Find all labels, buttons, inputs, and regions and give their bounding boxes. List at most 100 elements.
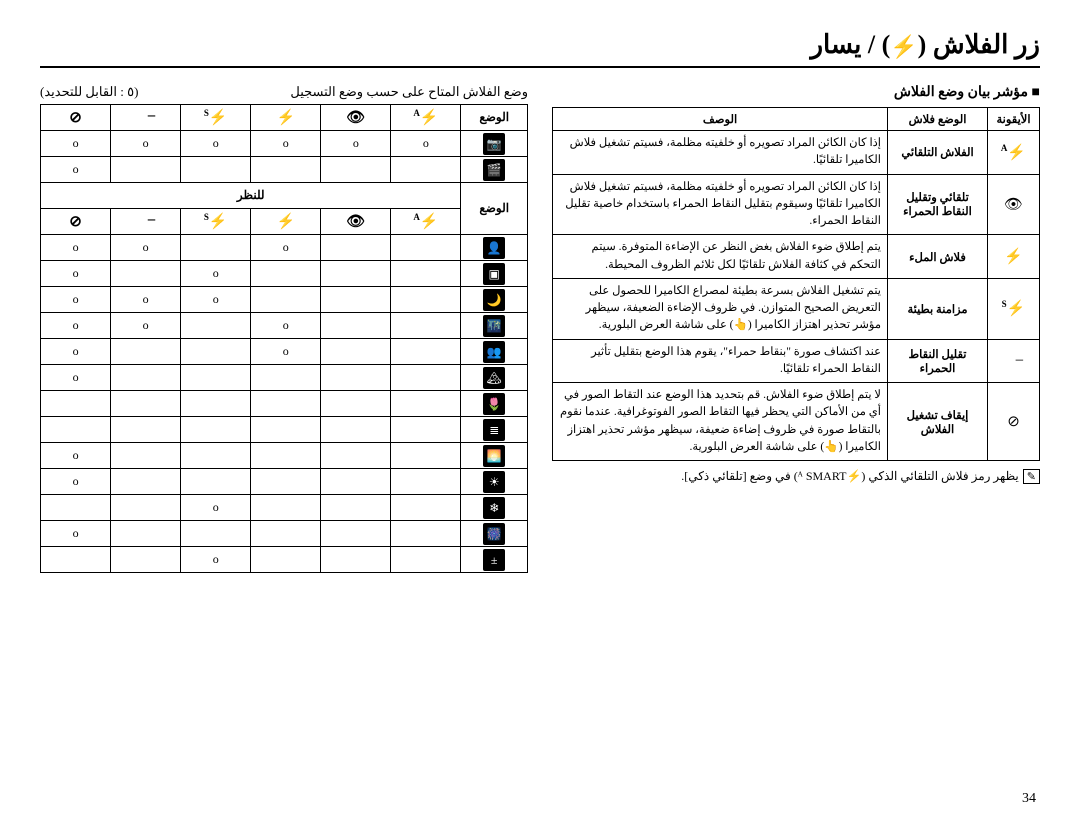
eye-slash-icon: 👁̶ — [1008, 353, 1020, 369]
avail-cell — [111, 495, 181, 521]
avail-cell — [391, 339, 461, 365]
mode-icon-cell: 👥 — [461, 339, 528, 365]
row-mode: تقليل النقاط الحمراء — [888, 339, 988, 383]
closeup-mode-icon: 🌷 — [483, 393, 505, 415]
avail-cell — [181, 469, 251, 495]
row-desc: يتم إطلاق ضوء الفلاش بغض النظر عن الإضاء… — [553, 235, 888, 279]
avail-header-row: الوضع⚡A👁⚡⚡S👁̶⊘ — [41, 105, 528, 131]
flash-a-icon: ⚡A — [413, 110, 438, 126]
avail-cell — [391, 495, 461, 521]
row-desc: عند اكتشاف صورة "بنقاط حمراء"، يقوم هذا … — [553, 339, 888, 383]
th-icon: الأيقونة — [988, 108, 1040, 131]
avail-cell — [251, 469, 321, 495]
available-mark: o — [213, 136, 219, 150]
flash-mode-row: 👁̶ تقليل النقاط الحمراءعند اكتشاف صورة "ب… — [553, 339, 1040, 383]
avail-cell — [251, 417, 321, 443]
avail-head-left: (٥ : القابل للتحديد) — [40, 84, 138, 100]
available-mark: o — [73, 292, 79, 306]
avail-cell — [251, 521, 321, 547]
avail-cell — [391, 417, 461, 443]
flash-mode-row: ⚡Aالفلاش التلقائيإذا كان الكائن المراد ت… — [553, 131, 1040, 175]
avail-cell — [41, 391, 111, 417]
th-flash-flash-off: ⊘ — [41, 209, 111, 235]
mode-icon-cell: 🌙 — [461, 287, 528, 313]
avail-cell: o — [41, 443, 111, 469]
avail-cell — [321, 287, 391, 313]
mode-icon-cell: 🎬 — [461, 157, 528, 183]
avail-cell — [111, 521, 181, 547]
avail-row: ≣ — [41, 417, 528, 443]
mode-icon-cell: 🌃 — [461, 313, 528, 339]
landscape-mode-icon: 🏔 — [483, 367, 505, 389]
row-icon: ⚡S — [988, 278, 1040, 339]
th-flash-eye: 👁 — [321, 209, 391, 235]
availability-heading: وضع الفلاش المتاح على حسب وضع التسجيل (٥… — [40, 84, 528, 100]
available-mark: o — [73, 318, 79, 332]
row-mode: تلقائي وتقليل النقاط الحمراء — [888, 174, 988, 235]
avail-cell: o — [251, 313, 321, 339]
avail-cell: o — [41, 313, 111, 339]
avail-cell — [251, 495, 321, 521]
th-desc: الوصف — [553, 108, 888, 131]
available-mark: o — [73, 136, 79, 150]
flash-icon: ⚡ — [890, 34, 917, 60]
available-mark: o — [143, 136, 149, 150]
avail-row: ☀o — [41, 469, 528, 495]
available-mark: o — [283, 240, 289, 254]
available-mark: o — [73, 526, 79, 540]
avail-cell: o — [181, 287, 251, 313]
text-mode-icon: ≣ — [483, 419, 505, 441]
avail-cell — [111, 469, 181, 495]
th-flash-flash-s: ⚡S — [181, 209, 251, 235]
row-icon: 👁 — [988, 174, 1040, 235]
available-mark: o — [213, 292, 219, 306]
page-title: زر الفلاش (⚡) / يسار — [40, 30, 1040, 68]
mode-icon-cell: ❄ — [461, 495, 528, 521]
avail-cell — [391, 235, 461, 261]
avail-cell — [321, 521, 391, 547]
row-desc: يتم تشغيل الفلاش بسرعة بطيئة لمصراع الكا… — [553, 278, 888, 339]
th-mode-col: الوضع — [461, 183, 528, 235]
avail-cell: o — [181, 131, 251, 157]
th-flash-flash-a: ⚡A — [391, 105, 461, 131]
flash-s-icon: ⚡S — [204, 110, 228, 126]
flash-a-icon: ⚡A — [1001, 145, 1026, 161]
avail-cell: o — [41, 521, 111, 547]
avail-cell — [111, 417, 181, 443]
avail-cell: o — [41, 261, 111, 287]
avail-cell — [321, 235, 391, 261]
flash-off-icon: ⊘ — [69, 214, 82, 230]
th-flash-flash-fill: ⚡ — [251, 209, 321, 235]
avail-cell — [391, 469, 461, 495]
avail-cell: o — [111, 131, 181, 157]
auto-mode-icon: 📷 — [483, 133, 505, 155]
avail-cell — [391, 287, 461, 313]
available-mark: o — [213, 552, 219, 566]
avail-header-row: ⚡A👁⚡⚡S👁̶⊘ — [41, 209, 528, 235]
eye-icon: 👁 — [346, 214, 365, 230]
avail-cell: o — [41, 469, 111, 495]
avail-cell — [321, 261, 391, 287]
title-post: ) / يسار — [810, 30, 890, 59]
flash-off-icon: ⊘ — [69, 110, 82, 126]
avail-cell: o — [111, 313, 181, 339]
avail-cell — [391, 547, 461, 573]
avail-cell — [321, 339, 391, 365]
available-mark: o — [213, 266, 219, 280]
avail-cell — [111, 547, 181, 573]
dawn-mode-icon: ☀ — [483, 471, 505, 493]
avail-cell: o — [41, 287, 111, 313]
available-mark: o — [423, 136, 429, 150]
avail-cell — [181, 235, 251, 261]
avail-cell — [251, 365, 321, 391]
avail-cell — [391, 521, 461, 547]
avail-cell — [391, 365, 461, 391]
page-number: 34 — [1022, 791, 1036, 807]
th-flash-flash-fill: ⚡ — [251, 105, 321, 131]
th-flash-eye-slash: 👁̶ — [111, 105, 181, 131]
backlight-mode-icon: 👥 — [483, 341, 505, 363]
avail-cell — [321, 391, 391, 417]
mode-icon-cell: ☀ — [461, 469, 528, 495]
footnote-text: يظهر رمز فلاش التلقائي الذكي (⚡ᴬ SMART) … — [681, 469, 1019, 484]
night-mode-icon: 🌙 — [483, 289, 505, 311]
